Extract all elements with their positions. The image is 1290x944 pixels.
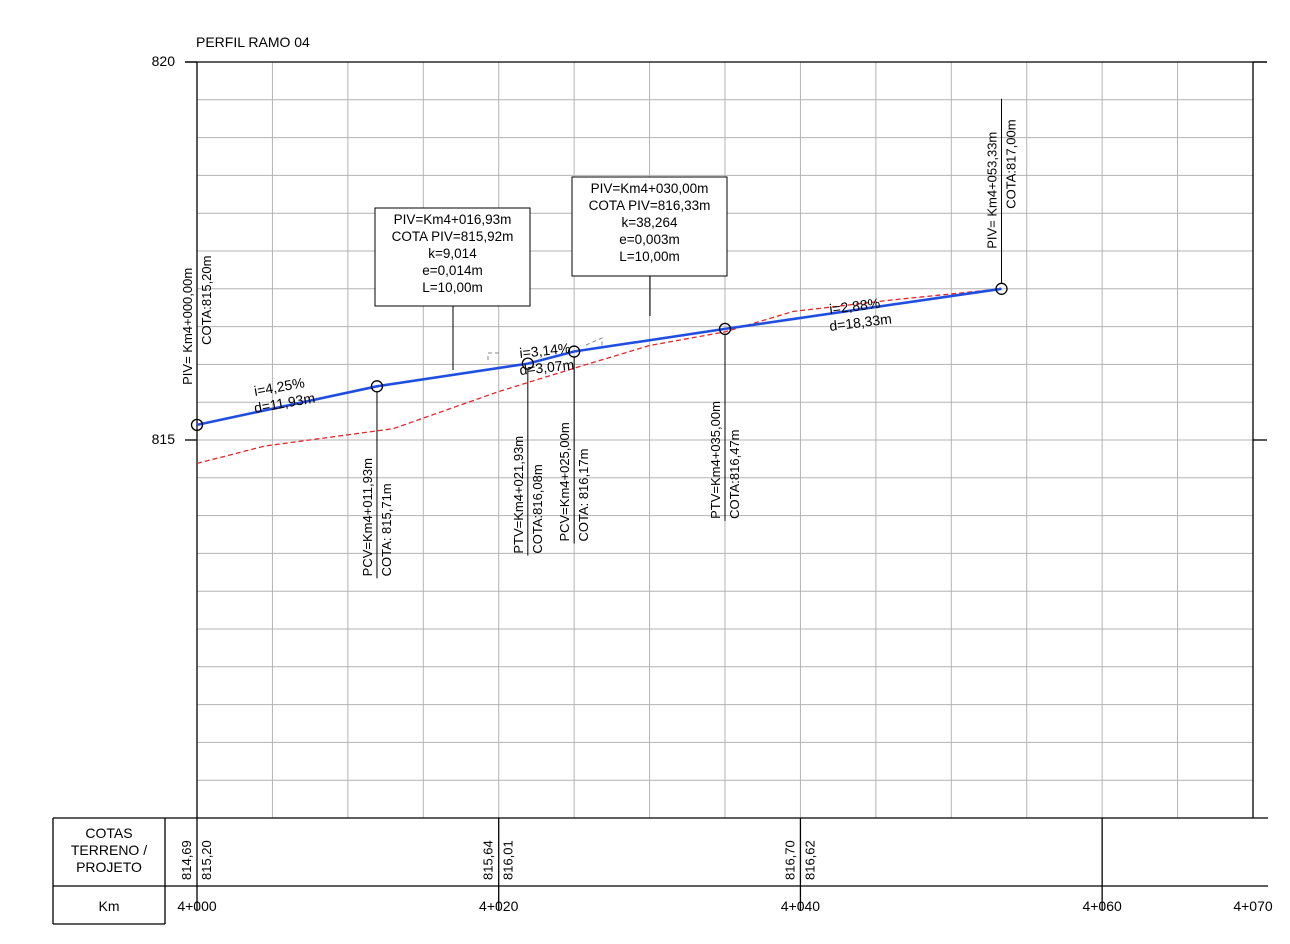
terreno-value: 816,70: [782, 840, 797, 880]
terreno-value: 814,69: [179, 840, 194, 880]
callout-line: e=0,014m: [422, 263, 482, 278]
curve-hint-left: [487, 352, 500, 360]
callout-line: PIV=Km4+030,00m: [591, 181, 709, 196]
km-label: 4+040: [781, 898, 821, 914]
km-label: 4+000: [177, 898, 217, 914]
station-column: 4+070: [1233, 898, 1273, 914]
vertex-circle: [521, 357, 534, 370]
projeto-value: 816,01: [501, 840, 516, 880]
callout-line: k=9,014: [428, 246, 477, 261]
callout-line: COTA PIV=815,92m: [392, 229, 514, 244]
project-grade-line: [196, 287, 1002, 427]
vertex-station-label: PCV=Km4+011,93m: [360, 458, 375, 576]
terreno-value: 815,64: [481, 840, 496, 880]
vertex-6: PIV= Km4+053,33m COTA:817,00m: [985, 98, 1019, 295]
vertex-station-label: PIV= Km4+053,33m: [985, 132, 1000, 249]
grade-slope-label: i=2,88%: [828, 295, 881, 317]
km-header: Km: [99, 898, 120, 914]
vertex-circle: [190, 418, 204, 432]
grade-annotation-1: i=4,25%d=11,93m: [253, 374, 316, 416]
vertex-3: PTV=Km4+021,93m COTA:816,08m: [511, 357, 545, 556]
vertex-cota-label: COTA:817,00m: [1004, 119, 1019, 208]
vertex-circle: [718, 322, 732, 336]
grade-length-label: d=18,33m: [828, 310, 892, 334]
curve-callout-2: PIV=Km4+030,00m COTA PIV=816,33m k=38,264 e…: [571, 176, 728, 316]
callout-line: L=10,00m: [619, 249, 679, 264]
callout-line: e=0,003m: [619, 232, 679, 247]
curve-hint-right: [585, 337, 603, 347]
callout-line: L=10,00m: [422, 280, 482, 295]
vertex-circle: [567, 345, 581, 358]
vertex-cota-label: COTA: 816,17m: [576, 449, 591, 542]
vertex-5: PTV=Km4+035,00m COTA:816,47m: [708, 322, 742, 521]
curve-callout-1: PIV=Km4+016,93m COTA PIV=815,92m k=9,014 e=…: [374, 207, 531, 370]
cotas-header-line: PROJETO: [76, 859, 142, 875]
y-tick-label: 815: [152, 431, 176, 447]
vertex-circle: [370, 380, 384, 393]
vertex-2: PCV=Km4+011,93m COTA: 815,71m: [360, 380, 394, 579]
vertex-cota-label: COTA:816,47m: [727, 430, 742, 519]
vertex-cota-label: COTA:815,20m: [199, 256, 214, 345]
terrain-line: [196, 288, 1002, 465]
km-label: 4+060: [1082, 898, 1122, 914]
y-tick-label: 820: [152, 53, 176, 69]
station-column: 814,69 815,20 4+000: [177, 840, 217, 914]
station-column: 815,64 816,01 4+020: [479, 818, 519, 914]
vertex-1: PIV= Km4+000,00m COTA:815,20m: [180, 234, 214, 432]
projeto-value: 816,62: [802, 840, 817, 880]
vertex-circle: [995, 282, 1008, 295]
cotas-header-line: TERRENO /: [71, 842, 147, 858]
station-column: 816,70 816,62 4+040: [781, 818, 821, 914]
page-title: PERFIL RAMO 04: [196, 34, 310, 50]
cotas-header-line: COTAS: [85, 825, 132, 841]
vertex-cota-label: COTA:816,08m: [530, 464, 545, 553]
grade-slope-label: i=3,14%: [519, 340, 571, 361]
vertex-4: PCV=Km4+025,00m COTA: 816,17m: [557, 345, 591, 544]
callout-box: [374, 207, 531, 307]
grade-annotation-3: i=2,88%d=18,33m: [828, 295, 892, 334]
callout-box: [571, 176, 728, 277]
km-label: 4+020: [479, 898, 519, 914]
vertex-station-label: PTV=Km4+021,93m: [511, 436, 526, 554]
callout-line: k=38,264: [622, 215, 678, 230]
grade-annotation-2: i=3,14%d=3,07m: [519, 340, 575, 378]
station-column: 4+060: [1082, 818, 1122, 914]
grade-length-label: d=3,07m: [519, 356, 575, 378]
projeto-value: 815,20: [199, 840, 214, 880]
callout-line: COTA PIV=816,33m: [589, 198, 711, 213]
vertex-cota-label: COTA: 815,71m: [379, 483, 394, 576]
curve-hint-marks: [487, 337, 603, 360]
vertex-station-label: PCV=Km4+025,00m: [557, 422, 572, 541]
vertex-station-label: PTV=Km4+035,00m: [708, 401, 723, 519]
vertex-station-label: PIV= Km4+000,00m: [180, 268, 195, 385]
km-label: 4+070: [1233, 898, 1273, 914]
grid-lines: [197, 62, 1253, 818]
callout-line: PIV=Km4+016,93m: [394, 212, 512, 227]
